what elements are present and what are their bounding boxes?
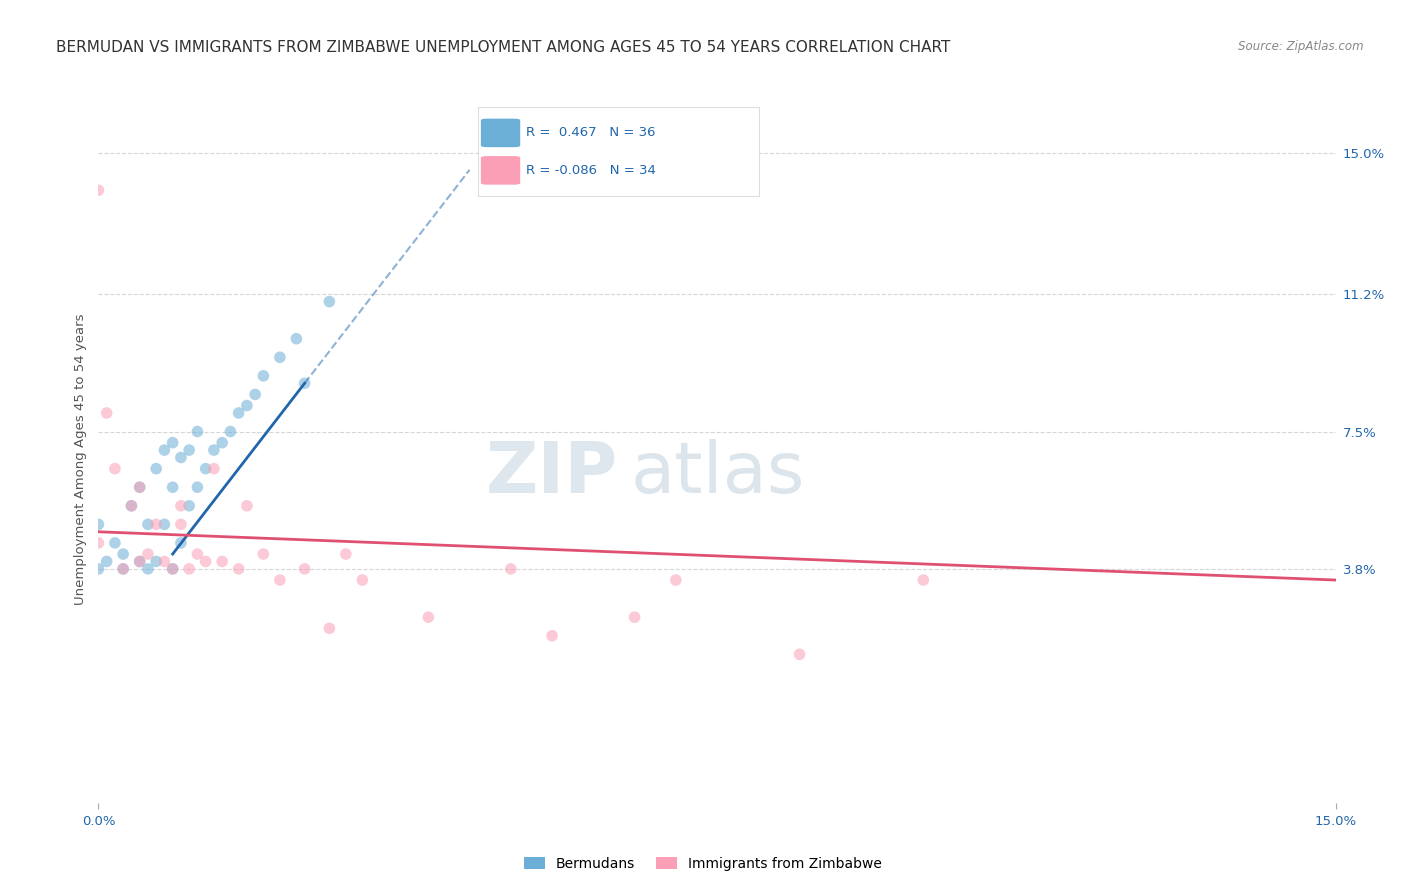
Point — [318, 294, 340, 309]
Point — [665, 573, 688, 587]
Point — [145, 554, 167, 568]
FancyBboxPatch shape — [481, 119, 520, 147]
Point — [112, 547, 135, 561]
Point — [153, 517, 176, 532]
Point — [285, 332, 308, 346]
Point — [104, 461, 127, 475]
Point — [202, 461, 225, 475]
Point — [128, 480, 150, 494]
Point — [120, 499, 142, 513]
Point — [789, 648, 811, 662]
Point — [252, 368, 274, 383]
Point — [162, 562, 184, 576]
Point — [179, 499, 201, 513]
Point — [136, 517, 159, 532]
Point — [211, 554, 233, 568]
Point — [211, 435, 233, 450]
Point — [243, 387, 266, 401]
Point — [219, 425, 242, 439]
Point — [162, 435, 184, 450]
Text: R =  0.467   N = 36: R = 0.467 N = 36 — [526, 127, 655, 139]
Point — [418, 610, 440, 624]
Point — [236, 399, 259, 413]
Text: BERMUDAN VS IMMIGRANTS FROM ZIMBABWE UNEMPLOYMENT AMONG AGES 45 TO 54 YEARS CORR: BERMUDAN VS IMMIGRANTS FROM ZIMBABWE UNE… — [56, 40, 950, 55]
Point — [252, 547, 274, 561]
Point — [269, 573, 291, 587]
Text: ZIP: ZIP — [486, 439, 619, 508]
Point — [352, 573, 374, 587]
Point — [912, 573, 935, 587]
Text: atlas: atlas — [630, 439, 804, 508]
Point — [186, 425, 208, 439]
Point — [128, 554, 150, 568]
Legend: Bermudans, Immigrants from Zimbabwe: Bermudans, Immigrants from Zimbabwe — [519, 851, 887, 876]
Point — [170, 499, 193, 513]
Point — [162, 562, 184, 576]
Point — [294, 376, 316, 391]
Point — [179, 443, 201, 458]
Point — [128, 554, 150, 568]
Point — [186, 547, 208, 561]
Point — [170, 536, 193, 550]
Point — [541, 629, 564, 643]
Point — [228, 406, 250, 420]
Point — [499, 562, 522, 576]
Point — [335, 547, 357, 561]
Point — [145, 461, 167, 475]
Point — [194, 461, 217, 475]
Point — [194, 554, 217, 568]
Text: R = -0.086   N = 34: R = -0.086 N = 34 — [526, 164, 655, 177]
Point — [112, 562, 135, 576]
Point — [136, 547, 159, 561]
Point — [236, 499, 259, 513]
Point — [228, 562, 250, 576]
Point — [153, 443, 176, 458]
Point — [87, 536, 110, 550]
Point — [87, 517, 110, 532]
Point — [623, 610, 645, 624]
FancyBboxPatch shape — [481, 156, 520, 185]
Text: Source: ZipAtlas.com: Source: ZipAtlas.com — [1239, 40, 1364, 54]
Point — [170, 517, 193, 532]
Point — [104, 536, 127, 550]
Point — [145, 517, 167, 532]
Point — [128, 480, 150, 494]
Y-axis label: Unemployment Among Ages 45 to 54 years: Unemployment Among Ages 45 to 54 years — [75, 314, 87, 605]
Point — [179, 562, 201, 576]
Point — [87, 183, 110, 197]
Point — [170, 450, 193, 465]
Point — [136, 562, 159, 576]
Point — [96, 406, 118, 420]
Point — [87, 562, 110, 576]
Point — [186, 480, 208, 494]
Point — [162, 480, 184, 494]
Point — [294, 562, 316, 576]
Point — [269, 351, 291, 365]
Point — [112, 562, 135, 576]
Point — [120, 499, 142, 513]
Point — [318, 621, 340, 635]
Point — [153, 554, 176, 568]
Point — [202, 443, 225, 458]
Point — [96, 554, 118, 568]
